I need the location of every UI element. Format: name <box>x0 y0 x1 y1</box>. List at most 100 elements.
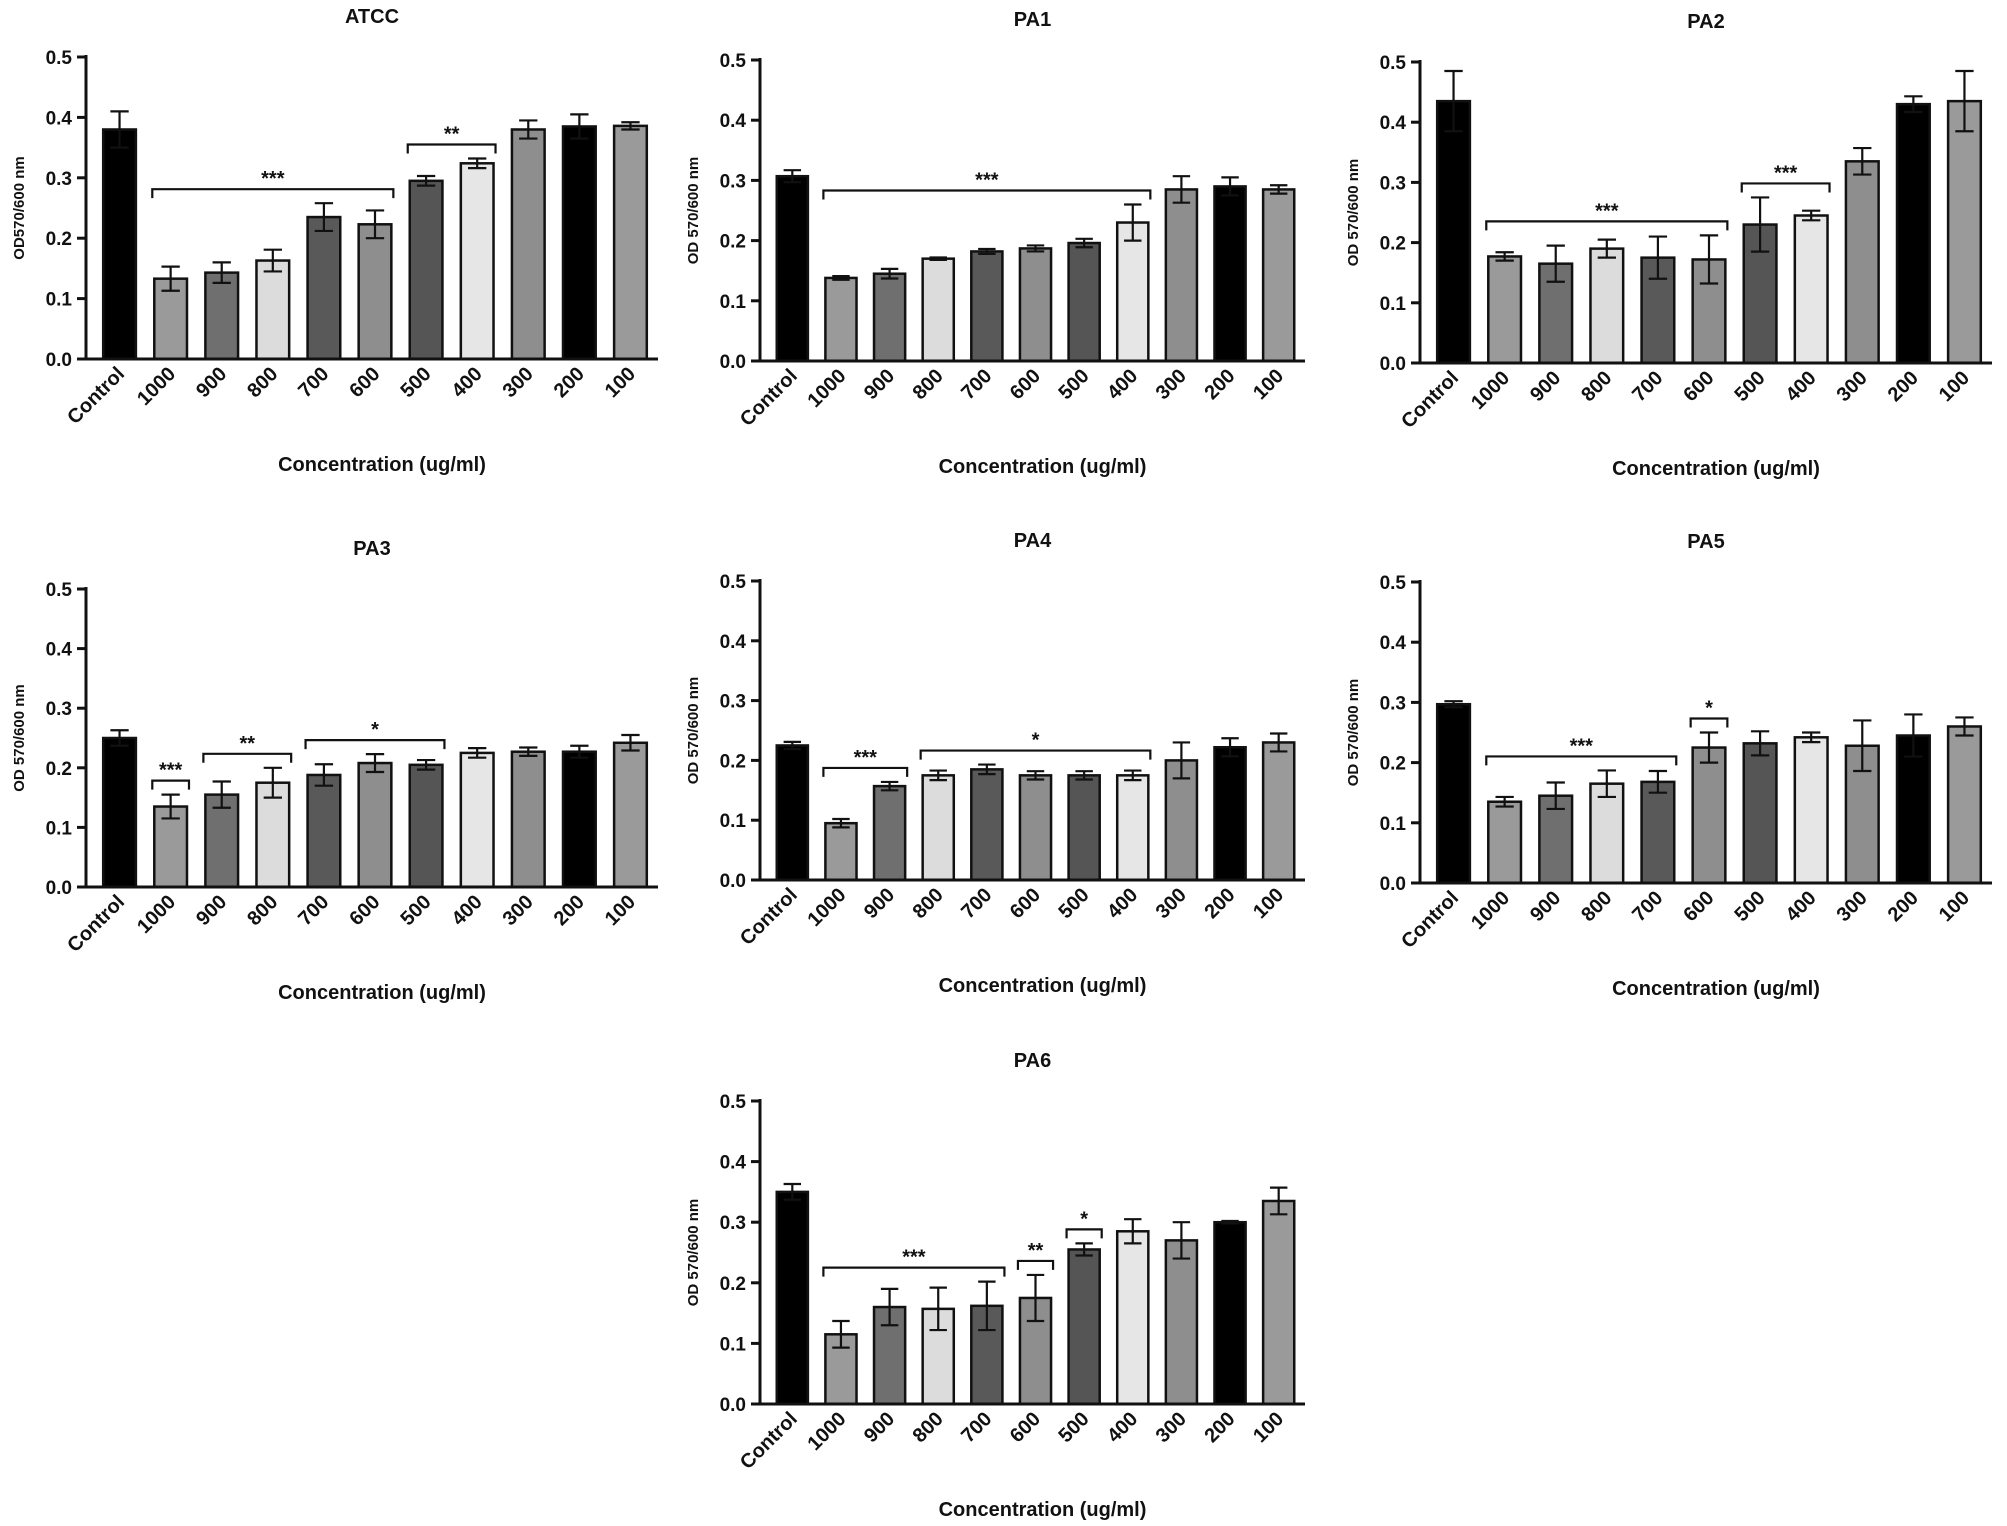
x-tick-label: 1000 <box>803 365 850 412</box>
y-tick-label: 0.2 <box>720 232 746 253</box>
bar-400 <box>1793 214 1829 365</box>
x-tick-label: 700 <box>957 884 996 923</box>
error-bar <box>365 209 385 240</box>
bar-800 <box>1589 782 1625 885</box>
error-bar <box>1075 237 1093 249</box>
x-axis-title: Concentration (ug/ml) <box>278 454 486 476</box>
y-tick-label: 0.3 <box>720 1213 746 1234</box>
x-tick-label: 200 <box>1884 887 1923 926</box>
bar-100 <box>1946 725 1983 885</box>
bar-400 <box>459 751 495 889</box>
bar-600 <box>357 761 393 889</box>
x-tick-label: 1000 <box>1467 887 1514 934</box>
x-tick-label: 500 <box>396 891 435 930</box>
x-tick-label: 200 <box>1884 367 1923 406</box>
error-bar <box>1750 730 1770 757</box>
y-tick-label: 0.2 <box>46 759 72 780</box>
x-tick-label: 400 <box>448 891 487 930</box>
x-tick-label: 100 <box>1249 1408 1288 1447</box>
bar-700 <box>970 250 1004 363</box>
significance-label: * <box>1705 698 1713 720</box>
error-bar <box>161 265 180 292</box>
y-tick-label: 0.2 <box>46 229 72 250</box>
x-tick-label: 700 <box>1628 887 1667 926</box>
bar-800 <box>921 774 956 882</box>
x-tick-label: 800 <box>243 891 282 930</box>
y-axis-title: OD 570/600 nm <box>11 684 28 792</box>
y-tick-label: 0.5 <box>720 51 747 72</box>
error-bar <box>1172 175 1191 204</box>
significance-bracket: ** <box>202 733 293 763</box>
significance-label: *** <box>261 168 285 190</box>
significance-bracket: * <box>304 719 446 750</box>
error-bar <box>1802 209 1821 222</box>
bar-100 <box>1946 99 1983 365</box>
error-bar <box>1597 769 1616 799</box>
bar-800 <box>1589 247 1625 365</box>
bar-500 <box>1067 241 1101 363</box>
bar-400 <box>1115 1230 1150 1406</box>
bar-900 <box>872 272 907 363</box>
bar-1000 <box>824 276 858 363</box>
chart-panel-pa6: PA6 0.0 0.1 0.2 0.3 0.4 0.5 OD 570/600 nm Contro… <box>685 1050 1305 1521</box>
bar-500 <box>1067 774 1101 882</box>
error-bar <box>1904 713 1923 758</box>
error-bar <box>263 766 282 799</box>
x-tick-label: 500 <box>1055 365 1094 404</box>
y-tick-label: 0.0 <box>46 878 72 899</box>
x-tick-label: 300 <box>1152 884 1191 923</box>
significance-label: *** <box>975 169 999 191</box>
y-tick-label: 0.5 <box>1380 53 1407 74</box>
x-tick-label: 300 <box>499 363 538 402</box>
y-tick-label: 0.2 <box>720 751 746 772</box>
x-tick-label: 900 <box>192 363 231 402</box>
bar-500 <box>408 763 444 889</box>
error-bar <box>1699 731 1719 764</box>
error-bar <box>1221 1219 1239 1225</box>
x-tick-label: 800 <box>909 365 948 404</box>
error-bar <box>1955 69 1974 133</box>
bar-100 <box>1261 741 1296 882</box>
error-bar <box>570 113 589 140</box>
significance-label: *** <box>854 747 878 769</box>
y-tick-label: 0.0 <box>1380 874 1406 895</box>
bar-900 <box>204 271 240 361</box>
x-tick-label: Control <box>63 363 129 429</box>
x-tick-label: 100 <box>1935 887 1974 926</box>
bar-control <box>101 128 138 361</box>
x-tick-label: 700 <box>294 363 333 402</box>
error-bar <box>783 1182 802 1201</box>
y-axis-title: OD 570/600 nm <box>685 677 702 785</box>
bar-200 <box>1895 734 1931 885</box>
bar-control <box>775 174 810 363</box>
error-bar <box>1172 741 1191 780</box>
error-bar <box>110 729 129 747</box>
x-tick-label: 1000 <box>803 884 850 931</box>
error-bar <box>1648 235 1668 280</box>
x-tick-label: 600 <box>1006 1408 1045 1447</box>
y-tick-label: 0.4 <box>1380 633 1407 654</box>
bar-control <box>101 736 138 889</box>
x-tick-label: 100 <box>1935 367 1974 406</box>
x-tick-label: Control <box>736 884 802 950</box>
y-tick-label: 0.4 <box>46 108 73 129</box>
x-axis-title: Concentration (ug/ml) <box>939 456 1147 478</box>
error-bar <box>621 733 640 752</box>
x-axis-title: Concentration (ug/ml) <box>1612 458 1820 480</box>
error-bar <box>880 267 899 280</box>
y-tick-label: 0.0 <box>720 352 746 373</box>
error-bar <box>1444 69 1463 133</box>
error-bar <box>1495 795 1514 808</box>
error-bar <box>519 119 538 140</box>
error-bar <box>929 256 947 261</box>
bar-400 <box>1793 736 1829 885</box>
y-tick-label: 0.2 <box>1380 234 1406 255</box>
error-bar <box>1597 238 1616 259</box>
x-tick-label: 200 <box>1200 884 1239 923</box>
x-tick-label: 600 <box>1679 887 1718 926</box>
bar-700 <box>306 773 342 889</box>
y-tick-label: 0.1 <box>46 818 73 839</box>
bar-100 <box>612 124 649 361</box>
bar-300 <box>510 750 546 889</box>
